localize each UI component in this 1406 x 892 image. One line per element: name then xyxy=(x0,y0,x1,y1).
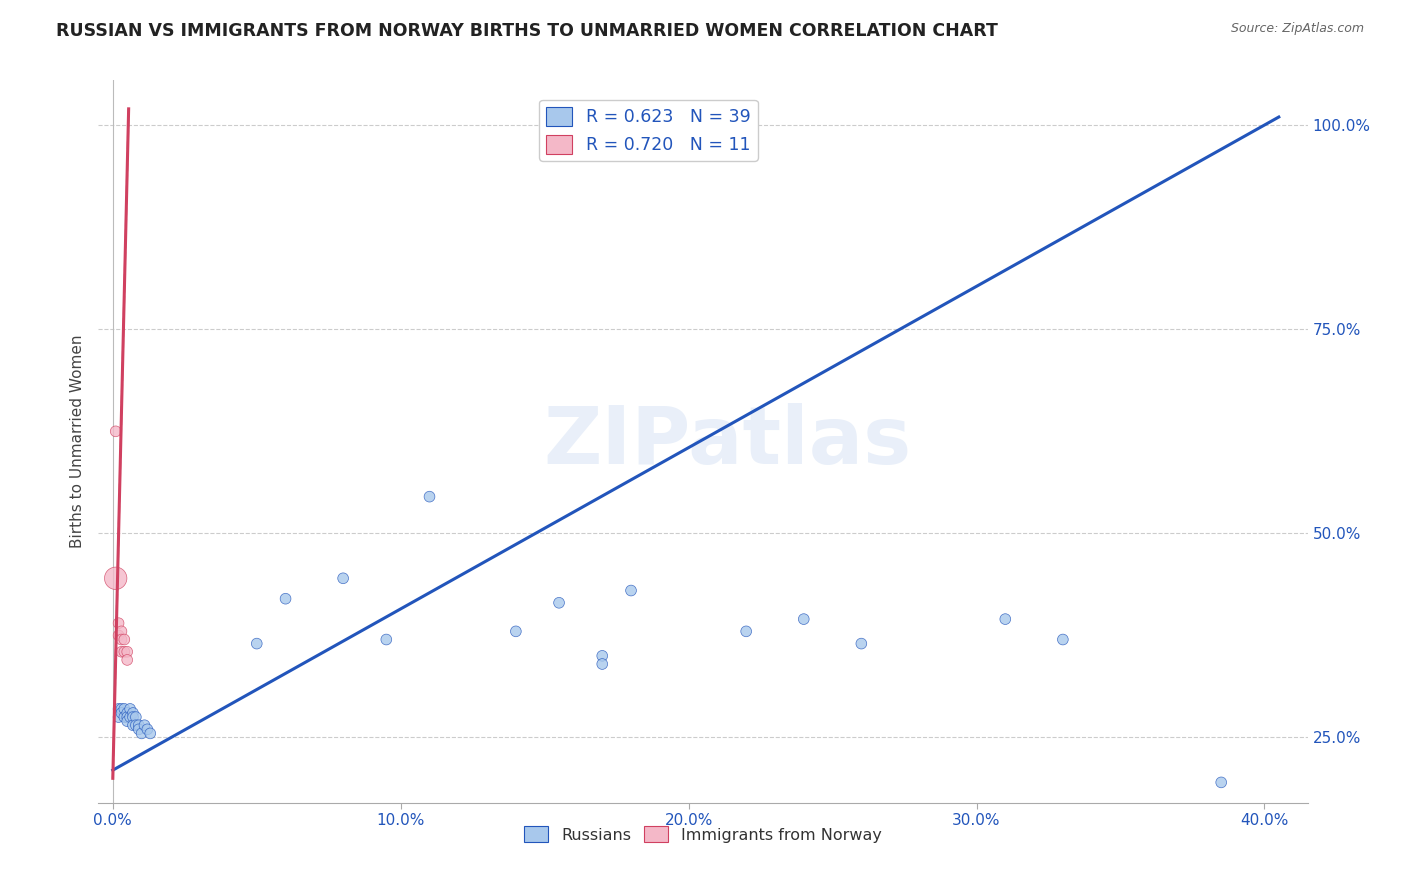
Point xyxy=(591,648,613,663)
Point xyxy=(110,706,132,720)
Point xyxy=(112,710,135,724)
Point xyxy=(115,706,138,720)
Point xyxy=(131,726,153,740)
Point xyxy=(107,702,129,716)
Point xyxy=(136,723,159,737)
Legend: Russians, Immigrants from Norway: Russians, Immigrants from Norway xyxy=(517,820,889,849)
Point xyxy=(793,612,815,626)
Point xyxy=(112,632,135,647)
Point xyxy=(375,632,398,647)
Point xyxy=(115,710,138,724)
Point xyxy=(274,591,297,606)
Y-axis label: Births to Unmarried Women: Births to Unmarried Women xyxy=(69,334,84,549)
Point xyxy=(246,637,269,651)
Point xyxy=(104,425,127,439)
Point xyxy=(112,645,135,659)
Point xyxy=(122,718,145,732)
Point xyxy=(505,624,527,639)
Text: RUSSIAN VS IMMIGRANTS FROM NORWAY BIRTHS TO UNMARRIED WOMEN CORRELATION CHART: RUSSIAN VS IMMIGRANTS FROM NORWAY BIRTHS… xyxy=(56,22,998,40)
Text: Source: ZipAtlas.com: Source: ZipAtlas.com xyxy=(1230,22,1364,36)
Point xyxy=(418,490,440,504)
Point xyxy=(110,632,132,647)
Text: ZIPatlas: ZIPatlas xyxy=(543,402,911,481)
Point xyxy=(107,710,129,724)
Point xyxy=(1052,632,1074,647)
Point xyxy=(120,710,142,724)
Point xyxy=(110,624,132,639)
Point xyxy=(125,718,148,732)
Point xyxy=(107,628,129,642)
Point xyxy=(112,702,135,716)
Point xyxy=(139,726,162,740)
Point xyxy=(104,571,127,585)
Point xyxy=(1211,775,1233,789)
Point xyxy=(128,718,150,732)
Point xyxy=(332,571,354,585)
Point xyxy=(122,706,145,720)
Point xyxy=(120,702,142,716)
Point xyxy=(851,637,873,651)
Point xyxy=(115,714,138,728)
Point xyxy=(994,612,1017,626)
Point xyxy=(115,653,138,667)
Point xyxy=(115,645,138,659)
Point xyxy=(122,710,145,724)
Point xyxy=(591,657,613,671)
Point xyxy=(735,624,758,639)
Point xyxy=(134,718,156,732)
Point xyxy=(110,645,132,659)
Point xyxy=(1253,829,1275,843)
Point xyxy=(128,723,150,737)
Point xyxy=(107,616,129,631)
Point xyxy=(125,710,148,724)
Point xyxy=(620,583,643,598)
Point xyxy=(548,596,571,610)
Point xyxy=(110,702,132,716)
